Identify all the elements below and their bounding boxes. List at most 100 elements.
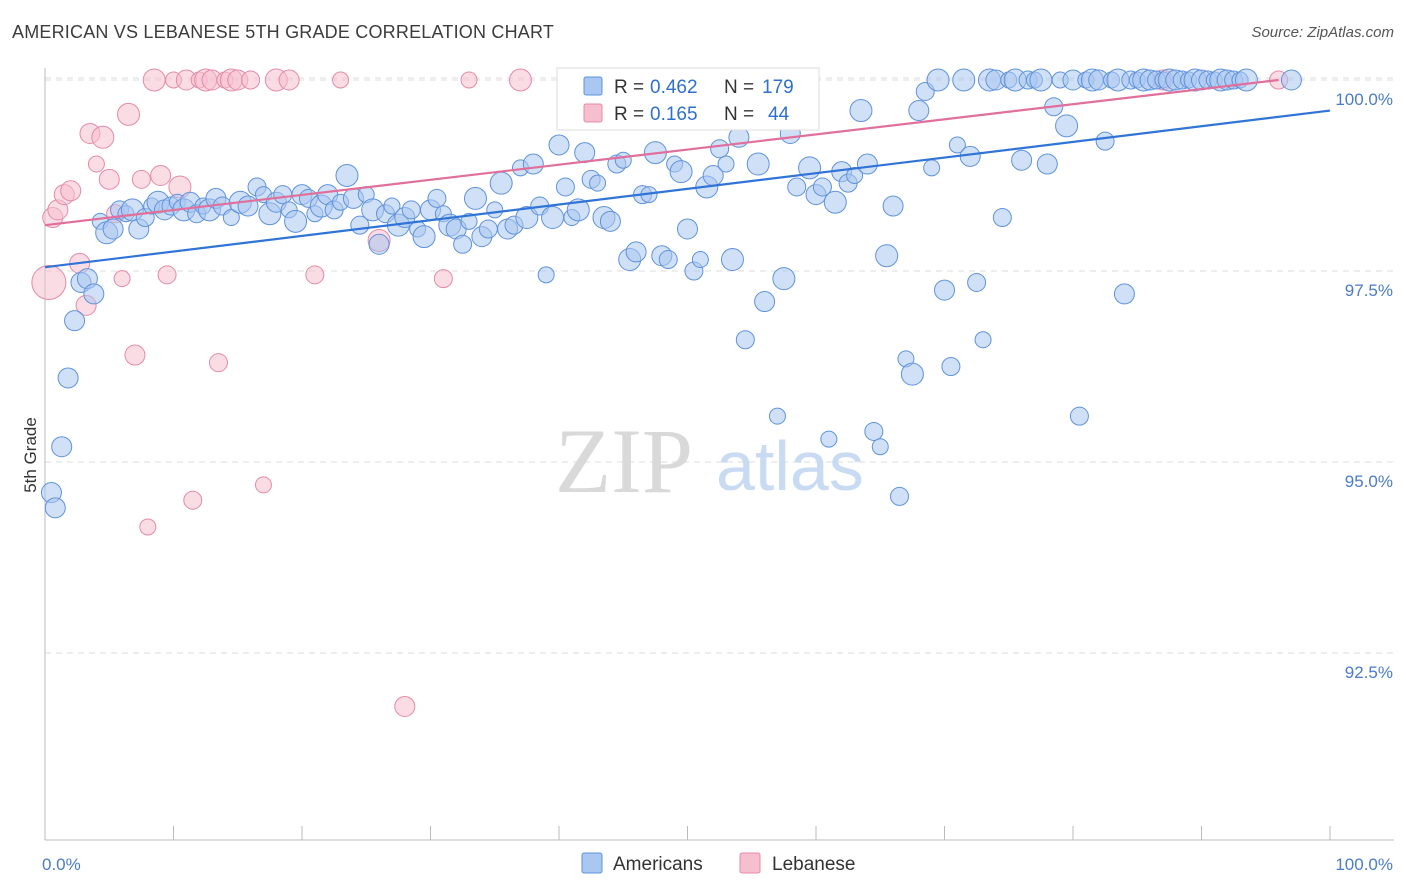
- american-point-157: [1055, 114, 1079, 138]
- american-point-74: [522, 153, 544, 175]
- american-point-153: [1029, 68, 1053, 92]
- legend-swatch-americans: [583, 76, 603, 96]
- american-point-150: [1011, 149, 1033, 171]
- lebanese-point-27: [208, 353, 228, 373]
- americans-points: [40, 68, 1302, 519]
- lebanese-point-17: [142, 68, 166, 92]
- american-point-86: [599, 210, 621, 232]
- american-point-134: [908, 100, 930, 122]
- american-point-103: [710, 139, 730, 159]
- american-point-63: [453, 234, 473, 254]
- american-point-186: [1280, 69, 1302, 91]
- american-point-139: [941, 357, 961, 376]
- legend-r-label-americans: R =: [614, 77, 644, 98]
- american-point-55: [401, 200, 421, 220]
- lebanese-trend-line: [44, 78, 1279, 227]
- lebanese-point-19: [157, 265, 177, 285]
- american-point-166: [1113, 283, 1135, 305]
- lebanese-point-18: [150, 165, 172, 186]
- american-point-159: [1069, 406, 1089, 426]
- american-point-64: [460, 212, 478, 230]
- american-point-77: [541, 206, 565, 230]
- lebanese-point-15: [131, 169, 151, 189]
- lebanese-point-32: [254, 476, 272, 494]
- x-tick-label-max: 100.0%: [1335, 855, 1393, 874]
- axes: [44, 68, 1394, 841]
- american-point-57: [412, 225, 436, 249]
- american-point-131: [890, 486, 910, 506]
- y-tick-label-0: 92.5%: [1345, 663, 1393, 682]
- lebanese-point-35: [305, 265, 325, 285]
- american-point-154: [1036, 153, 1058, 175]
- american-point-104: [717, 155, 735, 173]
- american-point-142: [959, 145, 981, 167]
- watermark-atlas: atlas: [716, 427, 864, 505]
- lebanese-point-31: [241, 70, 261, 90]
- american-point-185: [1234, 68, 1258, 92]
- american-point-126: [856, 153, 878, 175]
- american-point-143: [967, 272, 987, 292]
- american-point-30: [237, 195, 259, 217]
- american-point-76: [537, 266, 555, 284]
- trend-lines: [44, 78, 1331, 269]
- american-point-127: [864, 421, 884, 441]
- lebanese-point-23: [183, 490, 203, 510]
- lebanese-point-4: [60, 180, 82, 202]
- y-tick-labels: 92.5% 95.0% 97.5% 100.0%: [1335, 90, 1393, 682]
- american-point-147: [992, 208, 1012, 228]
- american-point-121: [823, 190, 847, 214]
- y-tick-label-1: 95.0%: [1345, 472, 1393, 491]
- american-point-128: [871, 438, 889, 456]
- american-point-82: [574, 142, 596, 164]
- watermark-zip: ZIP: [555, 410, 693, 512]
- american-point-133: [900, 362, 924, 386]
- american-point-69: [489, 171, 513, 195]
- lebanese-point-39: [433, 269, 453, 289]
- american-point-81: [566, 198, 590, 222]
- source-label: Source: ZipAtlas.com: [1251, 24, 1394, 41]
- american-point-97: [669, 160, 693, 184]
- american-point-59: [427, 188, 447, 208]
- stats-legend: R = 0.462 N = 179 R = 0.165 N = 44: [556, 67, 820, 131]
- lebanese-point-41: [508, 68, 532, 92]
- american-point-110: [754, 291, 776, 313]
- lebanese-point-12: [113, 270, 131, 288]
- american-point-65: [463, 186, 487, 210]
- bottom-legend-swatch-lebanese: [739, 852, 761, 874]
- american-point-52: [383, 197, 401, 215]
- american-point-84: [589, 174, 607, 192]
- american-point-28: [222, 209, 240, 227]
- american-point-105: [720, 248, 744, 272]
- american-point-163: [1095, 131, 1115, 151]
- y-tick-label-2: 97.5%: [1345, 281, 1393, 300]
- americans-trend-line: [44, 109, 1331, 269]
- legend-n-label-lebanese: N =: [724, 104, 754, 125]
- legend-r-label-lebanese: R =: [614, 104, 644, 125]
- american-point-88: [614, 151, 632, 169]
- american-point-37: [284, 209, 308, 233]
- lebanese-point-14: [124, 344, 146, 366]
- american-point-10: [102, 218, 124, 240]
- legend-n-value-americans: 179: [762, 77, 794, 98]
- american-point-98: [677, 218, 698, 240]
- american-point-144: [974, 331, 992, 349]
- american-point-2: [51, 436, 73, 458]
- lebanese-point-0: [31, 264, 67, 300]
- american-point-130: [882, 195, 904, 217]
- lebanese-point-10: [98, 168, 120, 190]
- american-point-1: [44, 497, 66, 519]
- american-point-119: [812, 177, 832, 197]
- american-point-138: [934, 279, 955, 301]
- american-point-107: [735, 330, 755, 350]
- american-point-113: [772, 267, 796, 291]
- y-tick-label-3: 100.0%: [1335, 90, 1393, 109]
- american-point-120: [820, 430, 838, 448]
- american-point-112: [768, 407, 786, 425]
- american-point-125: [849, 99, 873, 123]
- legend-n-label-americans: N =: [724, 77, 754, 98]
- lebanese-point-16: [139, 518, 157, 536]
- bottom-legend: Americans Lebanese: [581, 852, 855, 875]
- american-point-141: [952, 68, 976, 92]
- lebanese-point-40: [460, 71, 478, 89]
